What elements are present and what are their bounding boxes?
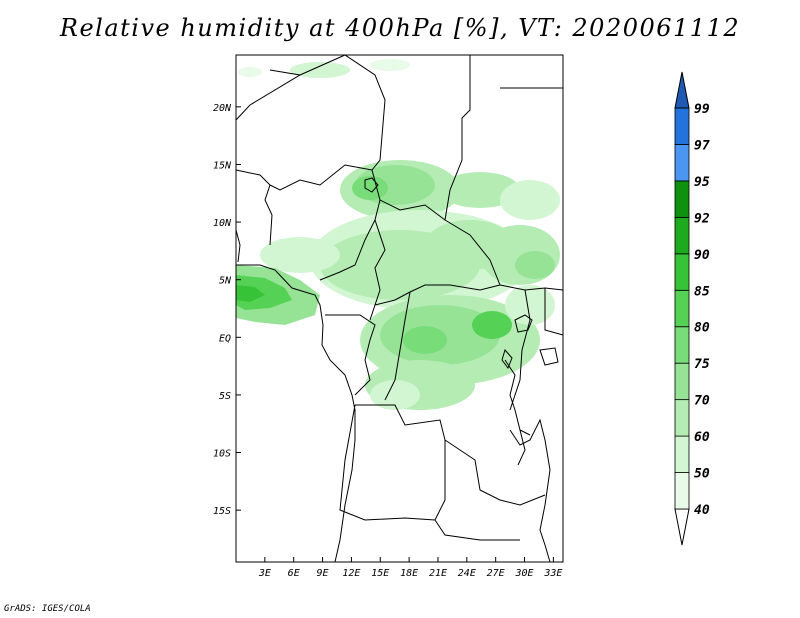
humidity-region-north — [238, 59, 410, 78]
colorbar-segment — [674, 107, 690, 145]
y-tick-label: 10N — [213, 218, 232, 229]
y-tick-label: 5N — [219, 276, 232, 287]
colorbar-label: 40 — [694, 503, 710, 518]
y-tick-label: 20N — [213, 103, 232, 114]
humidity-region-sahel — [340, 160, 560, 220]
x-tick-label: 30E — [514, 568, 533, 579]
colorbar-below-arrow — [674, 508, 690, 546]
colorbar-segment — [674, 326, 690, 364]
axis-ticks: 3E 6E 9E 12E 15E 18E 21E 24E 27E 30E 33E 20N 15N 10N 5… — [213, 103, 562, 579]
x-tick-label: 15E — [371, 568, 389, 579]
colorbar-label: 95 — [694, 175, 710, 190]
x-tick-label: 6E — [288, 568, 300, 579]
humidity-region-central — [260, 210, 560, 310]
colorbar-segment — [674, 362, 690, 401]
colorbar-label: 97 — [694, 138, 710, 153]
colorbar-label: 60 — [694, 430, 710, 445]
colorbar-label: 50 — [694, 467, 710, 482]
y-tick-label: 5S — [219, 391, 231, 402]
y-tick-label: 10S — [213, 449, 231, 460]
colorbar-label: 80 — [694, 321, 710, 336]
colorbar-segment — [674, 289, 690, 328]
x-tick-label: 33E — [543, 568, 562, 579]
colorbar-segment — [674, 435, 690, 473]
x-tick-label: 21E — [429, 568, 447, 579]
x-tick-label: 3E — [258, 568, 271, 579]
colorbar-label: 90 — [694, 248, 710, 263]
colorbar-label: 85 — [694, 284, 710, 299]
colorbar-segment — [674, 216, 690, 255]
colorbar-segment — [674, 399, 690, 437]
y-tick-label: 15S — [213, 506, 231, 517]
coastline — [235, 229, 551, 563]
y-tick-label: 15N — [213, 160, 232, 171]
colorbar-label: 92 — [694, 211, 710, 226]
y-tick-label: EQ — [219, 333, 231, 344]
x-tick-label: 9E — [317, 568, 329, 579]
colorbar-segment — [674, 472, 690, 510]
colorbar-segment — [674, 144, 690, 182]
colorbar-legend: 40 50 60 70 75 80 85 90 92 95 97 99 — [674, 71, 710, 546]
x-tick-label: 18E — [400, 568, 418, 579]
x-tick-label: 12E — [342, 568, 360, 579]
x-tick-label: 24E — [458, 568, 476, 579]
x-tick-label: 27E — [487, 568, 505, 579]
colorbar-segment — [674, 180, 690, 218]
colorbar-label: 70 — [694, 394, 710, 409]
lakes — [364, 177, 559, 466]
map-frame — [235, 54, 564, 563]
country-borders — [235, 54, 564, 541]
footer-credit: GrADS: IGES/COLA — [4, 604, 91, 614]
chart-title: Relative humidity at 400hPa [%], VT: 202… — [59, 14, 741, 42]
colorbar-label: 75 — [694, 357, 710, 372]
colorbar-above-arrow — [674, 71, 690, 109]
humidity-region-guinea-coast — [236, 265, 320, 325]
colorbar-label: 99 — [694, 102, 710, 117]
colorbar-segment — [674, 253, 690, 291]
